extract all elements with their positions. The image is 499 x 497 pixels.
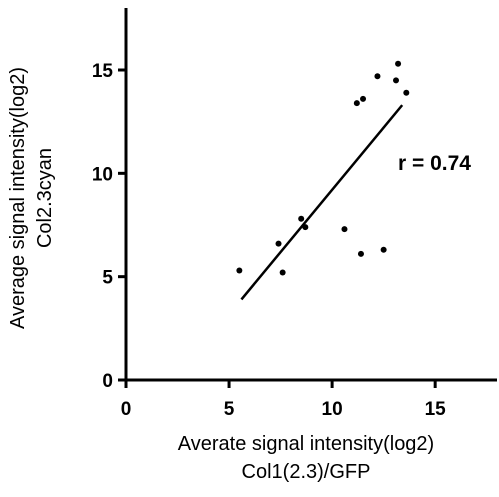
data-point [357, 250, 364, 257]
x-axis-title-line2: Col1(2.3)/GFP [242, 461, 371, 483]
x-axis-title-line1: Averate signal intensity(log2) [178, 433, 434, 455]
data-point [360, 95, 367, 102]
data-point [302, 224, 309, 231]
y-axis-title: Average signal intensity(log2) Col2.3cya… [7, 67, 56, 329]
data-point [374, 73, 381, 80]
data-point [275, 240, 282, 247]
regression-line [240, 104, 404, 301]
fit-line-group [240, 104, 404, 301]
y-tick-label: 5 [102, 268, 113, 289]
data-point [341, 226, 348, 233]
data-point [380, 246, 387, 253]
x-tick-label: 0 [121, 399, 132, 420]
y-axis-title-line1: Average signal intensity(log2) [7, 67, 29, 329]
y-tick-label: 0 [102, 371, 113, 392]
data-point [279, 269, 286, 276]
data-point [236, 267, 243, 274]
x-tick-label: 5 [224, 399, 235, 420]
y-axis-title-line2: Col2.3cyan [34, 148, 56, 248]
data-point [298, 215, 305, 222]
data-point [395, 60, 402, 67]
data-point [403, 89, 410, 96]
axes [124, 8, 497, 382]
data-points [236, 60, 410, 276]
data-point [393, 77, 400, 84]
y-tick-label: 15 [92, 61, 114, 82]
data-point [353, 100, 360, 107]
y-ticks: 0 5 10 15 [92, 61, 126, 392]
y-tick-label: 10 [92, 164, 113, 185]
x-tick-label: 15 [425, 399, 447, 420]
x-ticks: 0 5 10 15 [121, 380, 446, 420]
correlation-annotation: r = 0.74 [398, 152, 471, 175]
x-tick-label: 10 [322, 399, 343, 420]
